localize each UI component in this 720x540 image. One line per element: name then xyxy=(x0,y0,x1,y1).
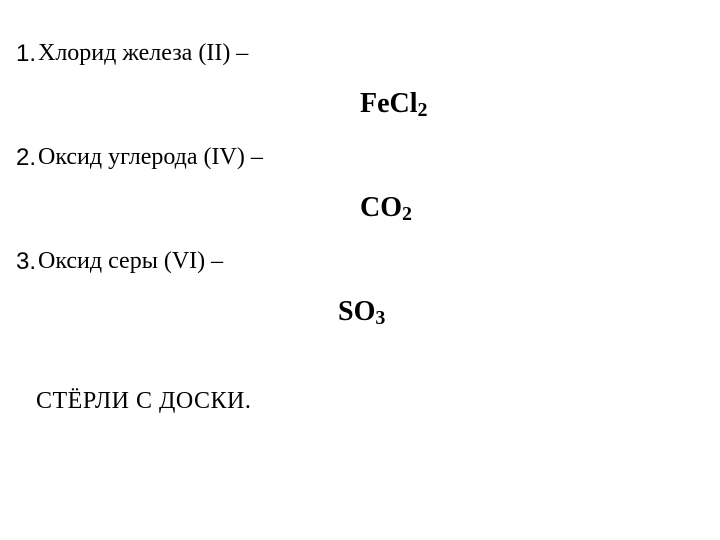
slide-page: 1. Хлорид железа (II) – FeCl2 2. Оксид у… xyxy=(0,0,720,540)
formula-row: CO2 xyxy=(0,186,720,238)
formula-base: SO xyxy=(338,296,375,327)
formula-subscript: 3 xyxy=(375,307,385,329)
formula-base: FeCl xyxy=(360,88,418,119)
formula-row: SO3 xyxy=(0,290,720,342)
list-item: 2. Оксид углерода (IV) – xyxy=(0,134,720,186)
formula-subscript: 2 xyxy=(418,99,428,121)
chemical-formula: SO3 xyxy=(338,296,385,328)
list-item: 3. Оксид серы (VI) – xyxy=(0,238,720,290)
item-text: Хлорид железа (II) – xyxy=(38,40,248,67)
item-text: Оксид углерода (IV) – xyxy=(38,144,263,171)
footer-note: СТЁРЛИ С ДОСКИ. xyxy=(36,388,251,415)
formula-subscript: 2 xyxy=(402,203,412,225)
list-item: 1. Хлорид железа (II) – xyxy=(0,30,720,82)
item-number: 3. xyxy=(16,248,36,276)
item-number: 2. xyxy=(16,144,36,172)
formula-base: CO xyxy=(360,192,402,223)
item-number: 1. xyxy=(16,40,36,68)
item-text: Оксид серы (VI) – xyxy=(38,248,223,275)
chemical-formula: CO2 xyxy=(360,192,412,224)
formula-row: FeCl2 xyxy=(0,82,720,134)
chemical-formula: FeCl2 xyxy=(360,88,428,120)
